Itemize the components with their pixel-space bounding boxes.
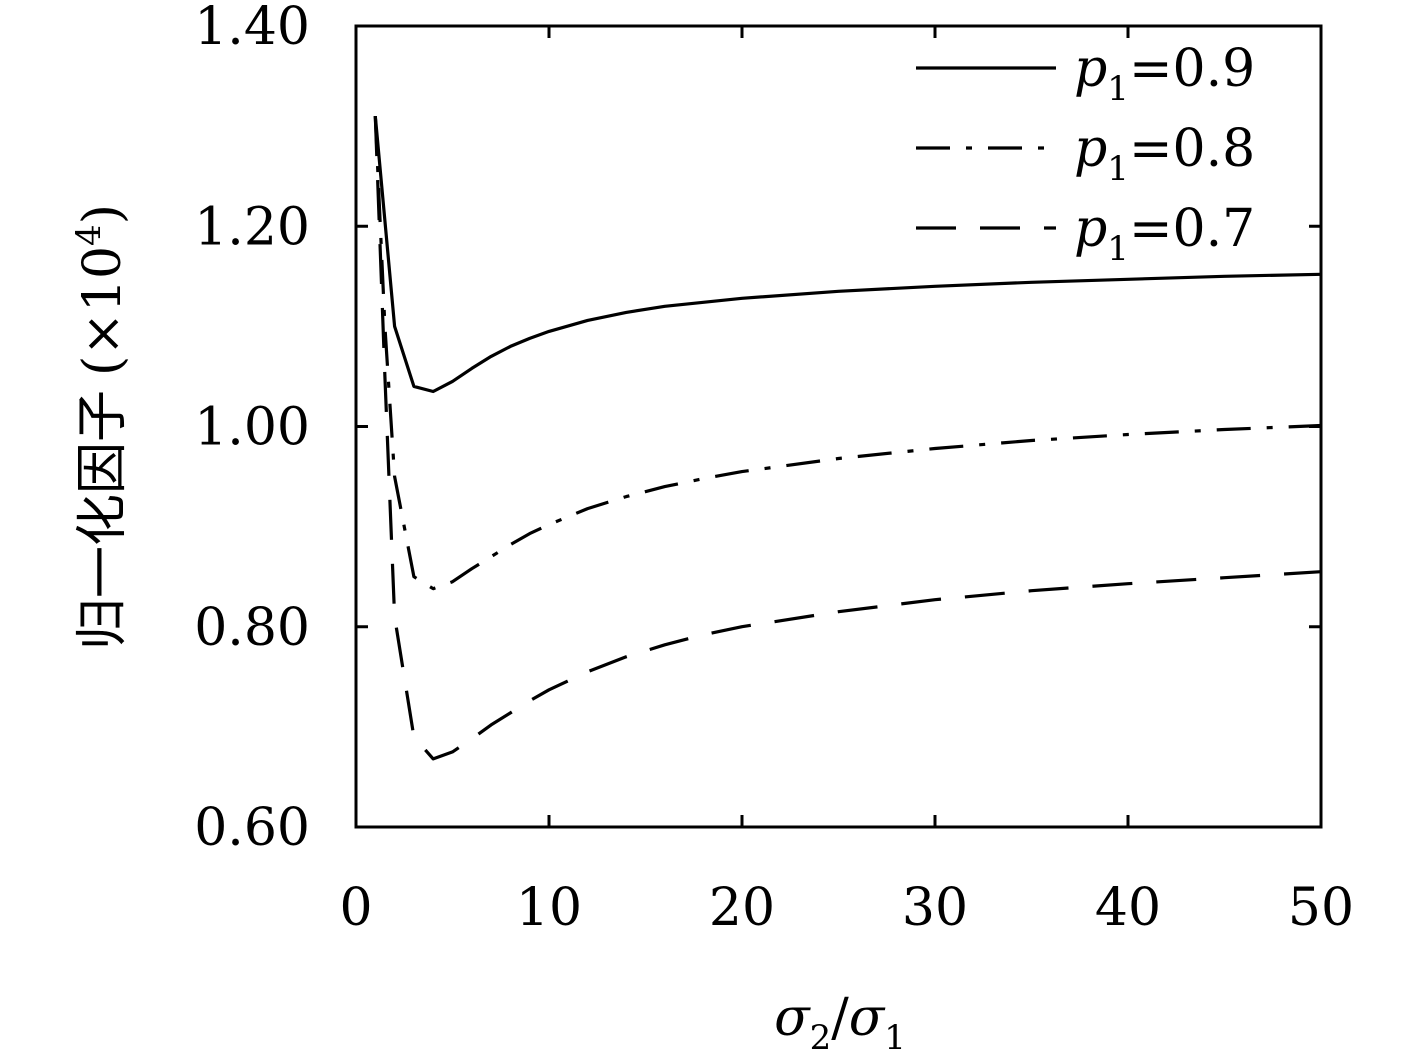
legend-label-sub: 1	[1107, 229, 1129, 269]
x-axis-label-slash: /	[831, 988, 849, 1048]
legend-label-var: p	[1074, 119, 1107, 179]
legend: p1=0.9p1=0.8p1=0.7	[916, 39, 1255, 269]
series-line-solid	[373, 115, 1322, 394]
legend-label: p1=0.8	[1074, 119, 1255, 189]
y-tick-label: 1.40	[194, 0, 310, 57]
legend-label-rest: =0.8	[1129, 119, 1255, 179]
x-tick-label: 0	[339, 878, 372, 938]
y-tick-label: 0.80	[194, 598, 310, 658]
x-tick-label: 10	[516, 878, 582, 938]
legend-label-rest: =0.9	[1129, 39, 1255, 99]
x-axis-label: σ2/σ1	[774, 988, 906, 1051]
y-axis-label: 归一化因子 (×104)	[69, 204, 133, 650]
x-tick-label: 30	[902, 878, 968, 938]
legend-label: p1=0.7	[1074, 199, 1255, 269]
x-tick-label: 40	[1095, 878, 1161, 938]
x-axis-label-sub1: 1	[884, 1018, 906, 1051]
legend-label-var: p	[1074, 39, 1107, 99]
y-axis-label-text: 归一化因子	[73, 390, 133, 650]
x-axis-label-sigma2: σ	[774, 988, 811, 1048]
series-layer	[373, 115, 1322, 761]
axis-ticks	[354, 24, 1323, 829]
y-tick-label: 1.20	[194, 197, 310, 257]
legend-label-sub: 1	[1107, 149, 1129, 189]
plot-area	[354, 24, 1323, 829]
series-line-dashed	[373, 116, 1322, 761]
x-tick-label: 20	[709, 878, 775, 938]
y-tick-label: 0.60	[194, 798, 310, 858]
y-tick-label: 1.00	[194, 398, 310, 458]
legend-label: p1=0.9	[1074, 39, 1255, 109]
y-axis-label-sup: 4	[69, 224, 109, 246]
legend-label-rest: =0.7	[1129, 199, 1255, 259]
legend-label-sub: 1	[1107, 69, 1129, 109]
x-axis-label-sub2: 2	[810, 1018, 832, 1051]
y-axis-label-paren-open: (	[73, 356, 133, 376]
x-tick-labels: 0 10 20 30 40 50	[339, 878, 1354, 938]
y-tick-labels: 0.60 0.80 1.00 1.20 1.40	[194, 0, 310, 858]
series-line-dashdot	[373, 116, 1322, 591]
x-axis-label-sigma1: σ	[849, 988, 886, 1048]
x-tick-label: 50	[1288, 878, 1354, 938]
legend-label-var: p	[1074, 199, 1107, 259]
y-axis-label-times: ×10	[73, 246, 133, 356]
y-axis-label-paren-close: )	[73, 204, 133, 224]
